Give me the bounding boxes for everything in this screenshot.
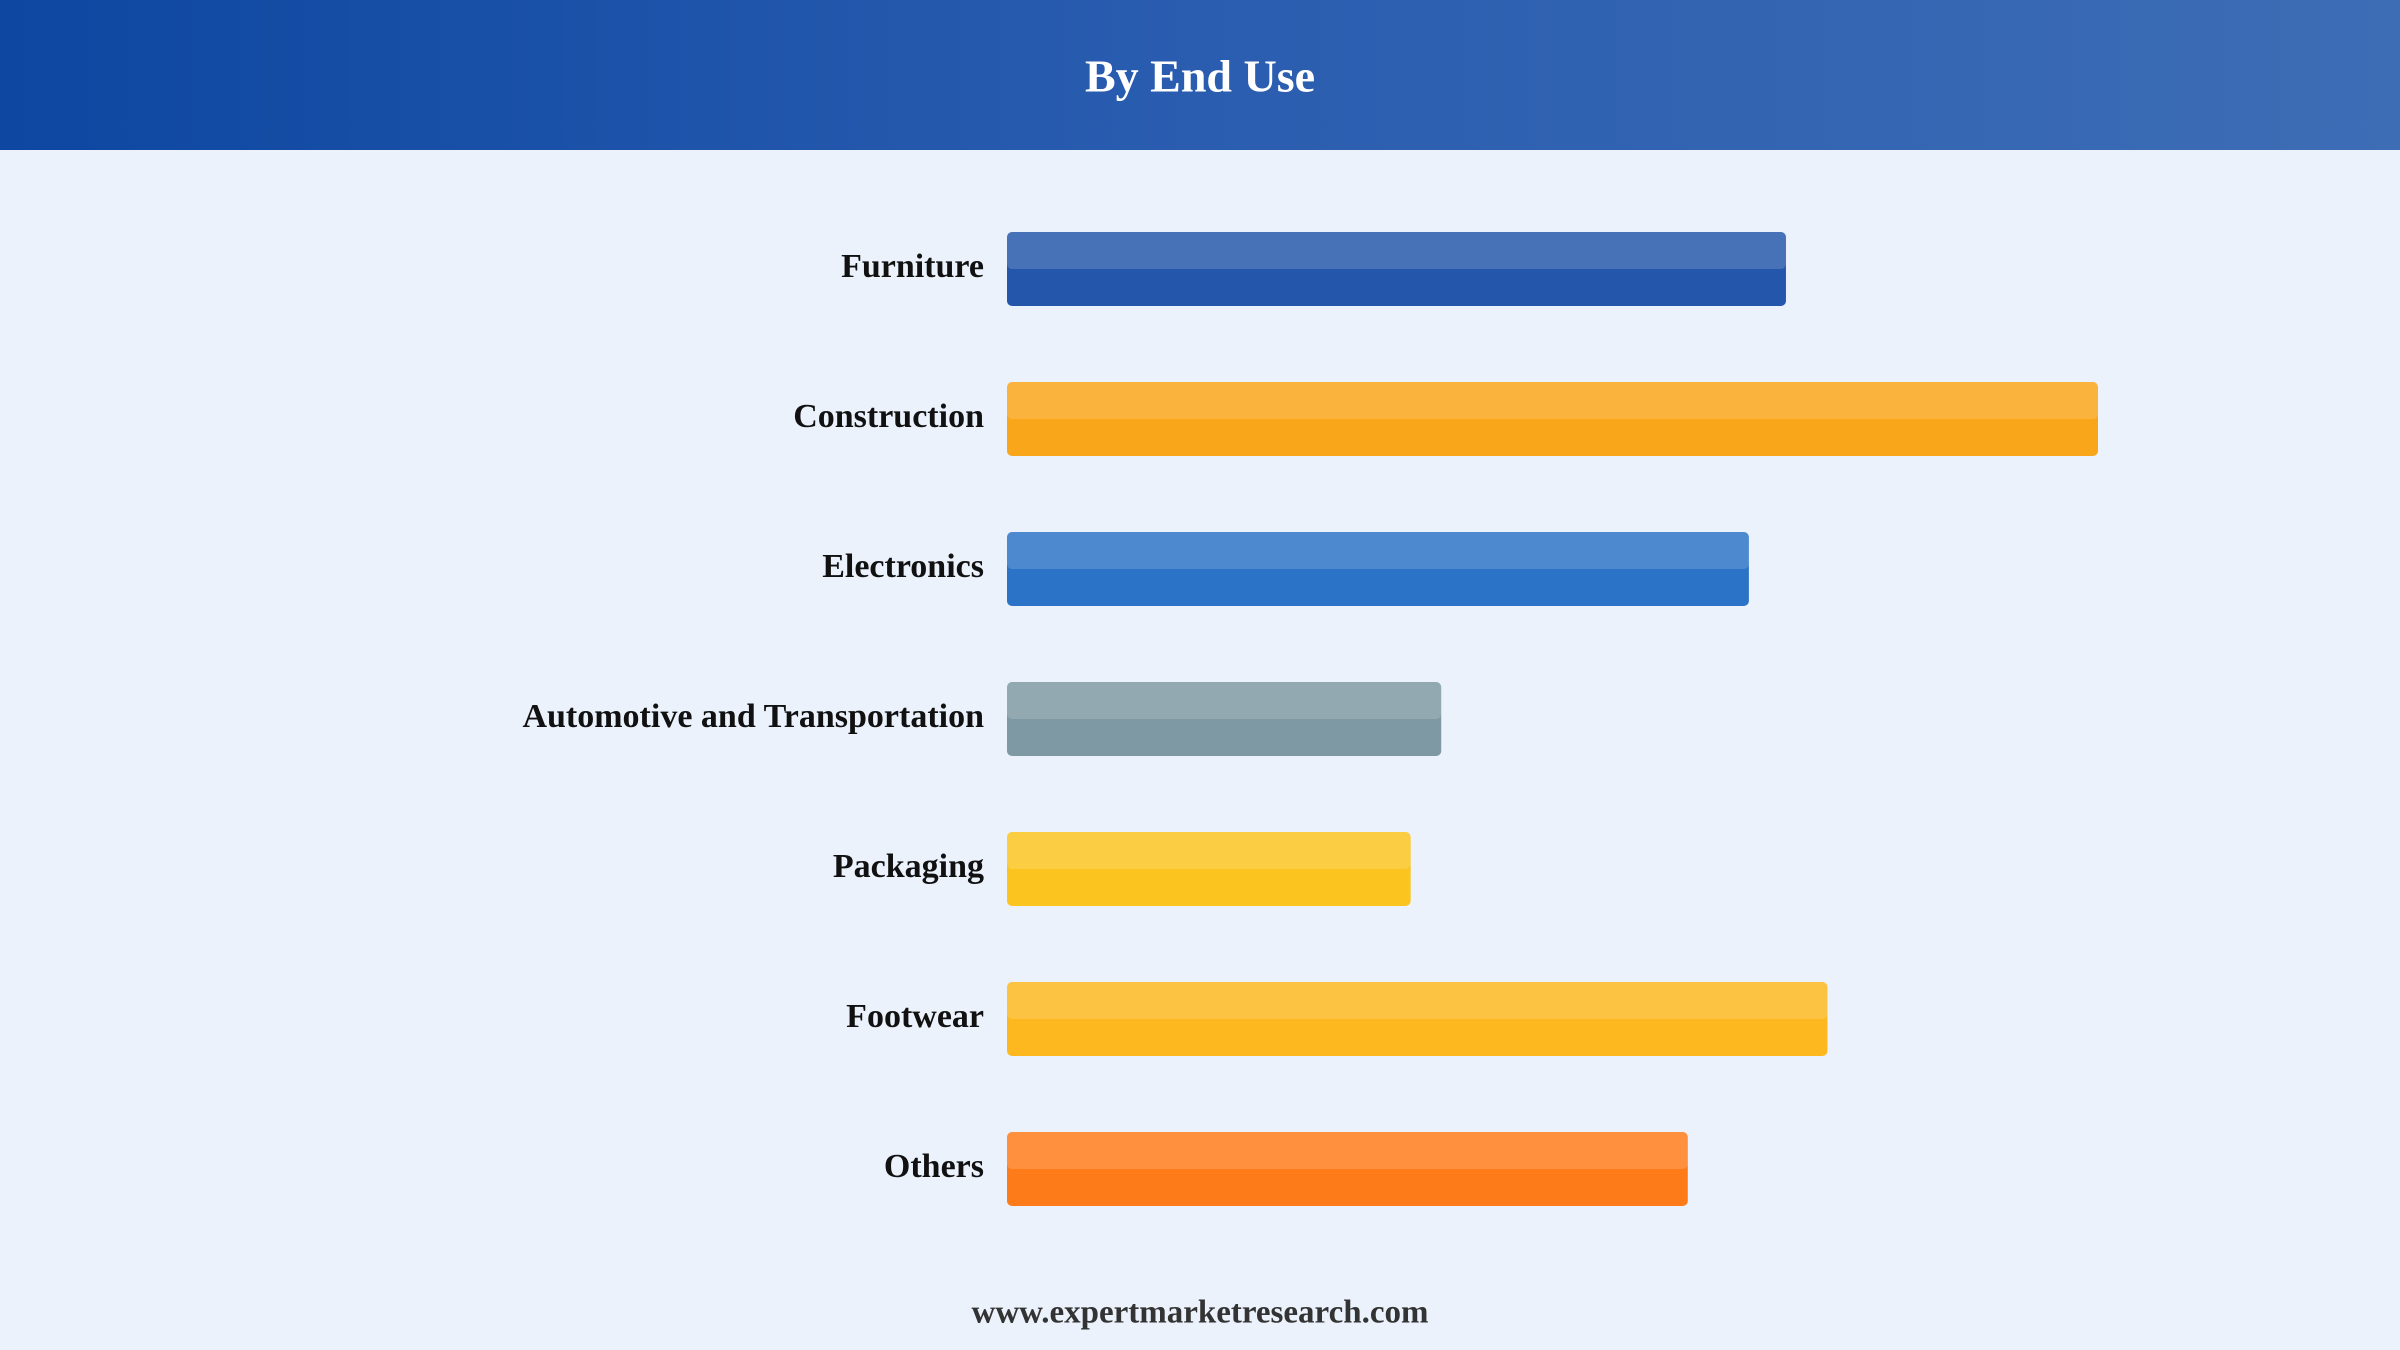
bar	[1007, 532, 1749, 606]
bar-shine	[1007, 682, 1442, 719]
category-label: Electronics	[822, 548, 984, 585]
bar	[1007, 232, 1786, 306]
footer: www.expertmarketresearch.com	[972, 1295, 1429, 1331]
bar-shine	[1007, 532, 1749, 569]
bar-shine	[1007, 232, 1786, 269]
bar-shine	[1007, 1132, 1688, 1169]
category-label: Footwear	[846, 998, 984, 1035]
bar	[1007, 982, 1828, 1056]
bar-shine	[1007, 982, 1828, 1019]
category-label: Packaging	[833, 848, 984, 885]
bar	[1007, 382, 2098, 456]
bar-shine	[1007, 382, 2098, 419]
bar-shine	[1007, 832, 1411, 869]
category-label: Construction	[793, 398, 984, 435]
category-label: Others	[884, 1148, 984, 1185]
category-label: Furniture	[841, 248, 984, 285]
category-label: Automotive and Transportation	[522, 698, 984, 735]
bar	[1007, 832, 1411, 906]
header	[0, 0, 2400, 150]
chart-title: By End Use	[1085, 51, 1315, 102]
bar	[1007, 682, 1442, 756]
bar	[1007, 1132, 1688, 1206]
